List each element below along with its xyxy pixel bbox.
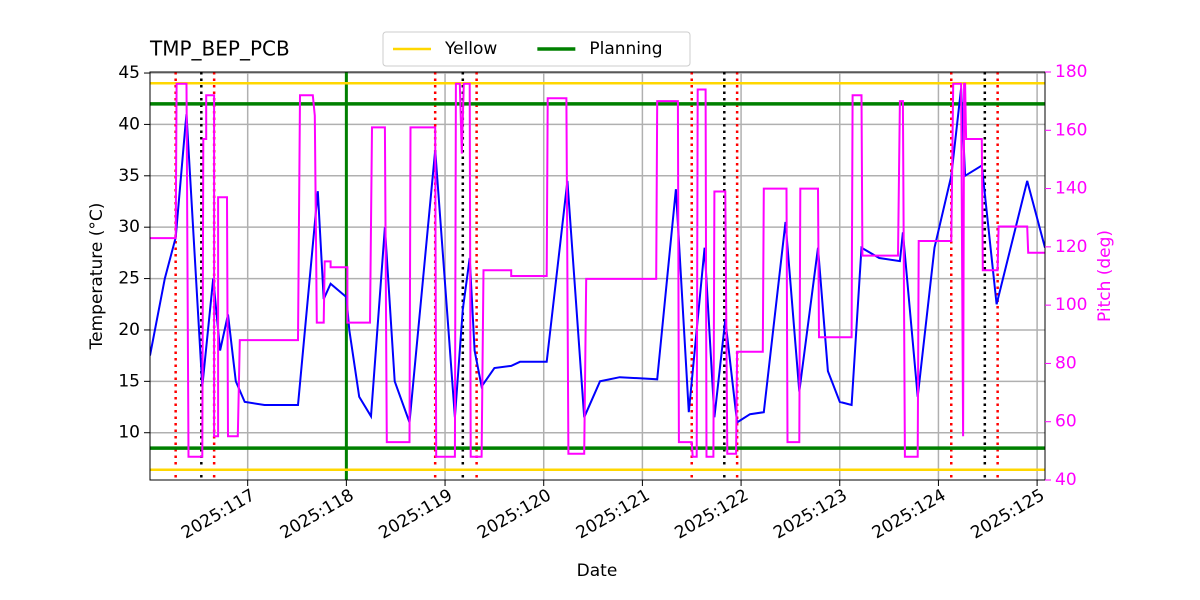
data-line bbox=[150, 82, 1045, 458]
x-tick-label: 2025:117 bbox=[178, 485, 259, 543]
legend-label: Yellow bbox=[444, 39, 497, 59]
y2-tick-label: 80 bbox=[1055, 353, 1077, 373]
y-tick-label: 30 bbox=[118, 217, 140, 237]
y2-tick-label: 60 bbox=[1055, 412, 1077, 432]
y-tick-label: 35 bbox=[118, 166, 140, 186]
x-tick-label: 2025:125 bbox=[968, 485, 1049, 543]
y-axis-label: Temperature (°C) bbox=[87, 203, 107, 351]
axes-frame bbox=[149, 71, 1046, 481]
y-tick-label: 25 bbox=[118, 269, 140, 289]
chart-title: TMP_BEP_PCB bbox=[149, 37, 290, 61]
y2-tick-label: 180 bbox=[1055, 62, 1087, 82]
x-tick-label: 2025:119 bbox=[376, 485, 457, 543]
legend bbox=[382, 31, 691, 67]
y2-tick-label: 40 bbox=[1055, 470, 1077, 490]
y2-tick-label: 100 bbox=[1055, 295, 1087, 315]
y2-tick-label: 120 bbox=[1055, 237, 1087, 257]
x-tick-label: 2025:121 bbox=[573, 485, 654, 543]
y-tick-label: 15 bbox=[118, 371, 140, 391]
y2-axis-label: Pitch (deg) bbox=[1095, 230, 1115, 322]
plot-area bbox=[150, 72, 1045, 480]
y-tick-label: 10 bbox=[118, 423, 140, 443]
x-tick-label: 2025:123 bbox=[770, 485, 851, 543]
y2-tick-label: 140 bbox=[1055, 179, 1087, 199]
y-tick-label: 20 bbox=[118, 320, 140, 340]
legend-label: Planning bbox=[589, 39, 662, 59]
x-tick-label: 2025:120 bbox=[474, 485, 555, 543]
data-line bbox=[150, 88, 1045, 425]
y-tick-label: 45 bbox=[118, 63, 140, 83]
y-tick-label: 40 bbox=[118, 114, 140, 134]
x-tick-label: 2025:118 bbox=[277, 485, 358, 543]
x-tick-label: 2025:124 bbox=[869, 485, 950, 543]
x-axis-label: Date bbox=[577, 561, 618, 581]
y2-tick-label: 160 bbox=[1055, 120, 1087, 140]
x-tick-label: 2025:122 bbox=[672, 485, 753, 543]
